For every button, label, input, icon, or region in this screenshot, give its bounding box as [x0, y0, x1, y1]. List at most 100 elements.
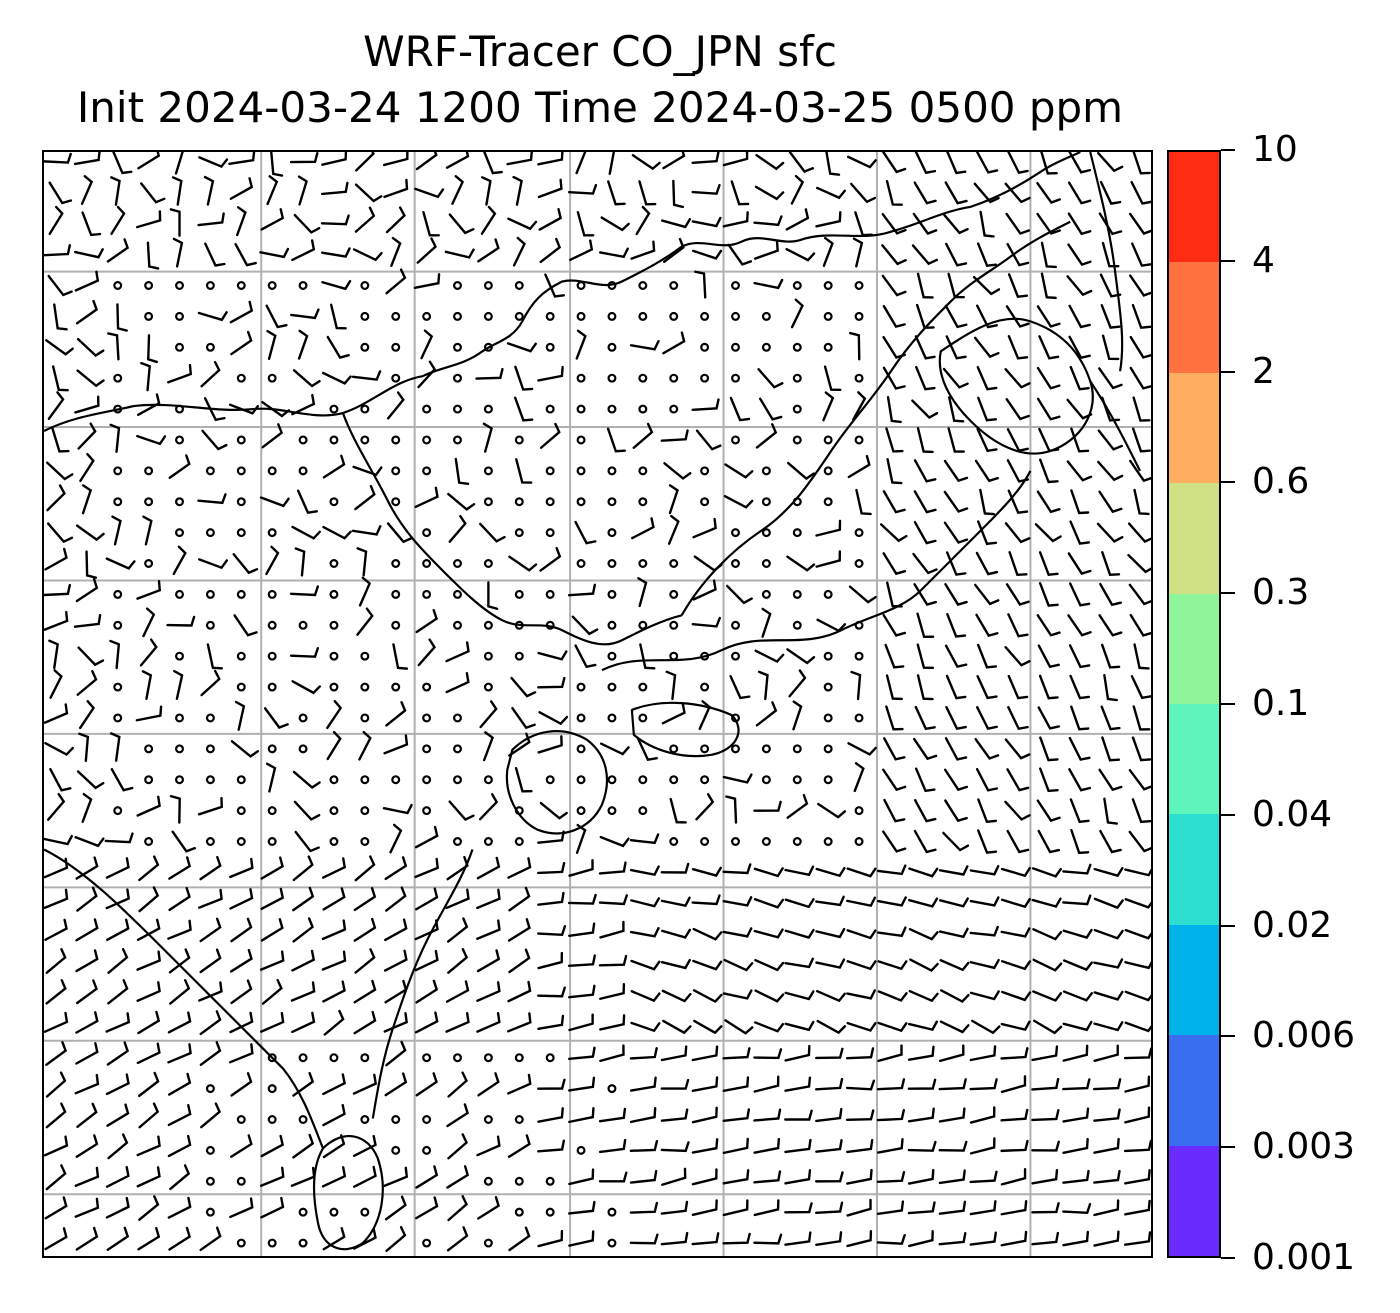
wind-barb — [722, 863, 752, 875]
wind-barb — [1037, 706, 1061, 730]
wind-barb — [571, 615, 599, 636]
calm-wind-marker — [792, 589, 802, 599]
wind-barb — [1062, 894, 1092, 906]
wind-barb — [879, 523, 908, 543]
calm-wind-marker — [638, 311, 648, 321]
wind-barb — [415, 1165, 439, 1189]
wind-barb — [234, 242, 257, 267]
calm-wind-marker — [360, 1207, 370, 1217]
wind-barb — [914, 767, 936, 793]
wind-barb — [757, 368, 784, 389]
wind-barb — [1062, 1107, 1090, 1123]
calm-wind-marker — [113, 466, 123, 476]
wind-barb — [877, 1044, 903, 1063]
wind-barb — [445, 1011, 470, 1033]
calm-wind-marker — [669, 651, 679, 661]
coastline-shikoku — [630, 701, 740, 758]
calm-wind-marker — [761, 528, 771, 538]
calm-wind-marker — [545, 497, 555, 507]
calm-wind-marker — [792, 373, 802, 383]
calm-wind-marker — [700, 837, 710, 846]
wind-barb — [167, 1043, 192, 1064]
wind-barb — [854, 211, 873, 237]
wind-barb — [630, 240, 656, 260]
wind-barb — [882, 830, 907, 853]
wind-barb — [445, 980, 470, 1003]
calm-wind-marker — [483, 311, 493, 321]
wind-barb — [385, 268, 407, 295]
wind-barb — [416, 237, 437, 264]
calm-wind-marker — [854, 620, 864, 630]
wind-barb — [290, 981, 316, 1002]
calm-wind-marker — [514, 1207, 524, 1217]
wind-barb — [109, 639, 121, 670]
wind-barb — [979, 488, 996, 516]
calm-wind-marker — [144, 837, 154, 846]
wind-barb — [969, 865, 1000, 876]
wind-barb — [1101, 736, 1121, 762]
wind-barb — [352, 1134, 377, 1158]
calm-wind-marker — [731, 342, 740, 352]
wind-barb — [853, 762, 865, 793]
wind-barb — [482, 422, 493, 453]
wind-barb — [229, 177, 254, 200]
calm-wind-marker — [731, 837, 740, 846]
wind-barb — [607, 180, 626, 206]
wind-barb — [723, 494, 754, 509]
calm-wind-marker — [483, 497, 493, 507]
calm-wind-marker — [792, 404, 802, 414]
wind-barb — [1000, 1139, 1029, 1153]
calm-wind-marker — [144, 311, 154, 321]
wind-barb — [882, 335, 907, 359]
calm-wind-marker — [329, 589, 339, 599]
wind-barb — [75, 299, 99, 325]
wind-barb — [322, 1134, 346, 1159]
calm-wind-marker — [576, 281, 586, 291]
wind-barb — [508, 1226, 531, 1252]
wind-barb — [197, 493, 227, 505]
wind-barb — [661, 702, 686, 725]
calm-wind-marker — [360, 837, 370, 846]
wind-barb — [105, 557, 136, 570]
calm-wind-marker — [360, 806, 370, 816]
calm-wind-marker — [576, 1145, 586, 1155]
wind-barb — [75, 1042, 99, 1065]
wind-barb — [1038, 582, 1059, 607]
wind-barb — [354, 855, 376, 882]
calm-wind-marker — [607, 775, 617, 785]
wind-barb — [46, 522, 74, 544]
wind-barb — [784, 990, 815, 1001]
wind-barb — [974, 583, 1000, 606]
wind-barb — [168, 886, 191, 912]
colorbar-tick-label: 0.02 — [1252, 904, 1333, 946]
calm-wind-marker — [422, 404, 432, 414]
calm-wind-marker — [205, 342, 215, 352]
wind-barb — [537, 1139, 566, 1153]
wind-barb — [537, 861, 566, 875]
calm-wind-marker — [144, 281, 154, 291]
wind-barb — [907, 1201, 936, 1215]
wind-barb — [575, 152, 587, 175]
calm-wind-marker — [391, 559, 401, 568]
calm-wind-marker — [298, 281, 308, 291]
wind-barb — [415, 1072, 438, 1097]
wind-barb — [1128, 830, 1151, 853]
wind-barb — [105, 1165, 130, 1188]
wind-barb — [261, 978, 283, 1005]
wind-barb — [1093, 1078, 1122, 1091]
calm-wind-marker — [236, 373, 246, 383]
wind-barb — [320, 214, 350, 226]
wind-barb — [913, 459, 937, 483]
wind-barb — [599, 1044, 625, 1063]
wind-barb — [599, 982, 626, 1000]
calm-wind-marker — [422, 744, 432, 754]
wind-barb — [320, 247, 351, 258]
wind-barb — [568, 1200, 596, 1215]
wind-barb — [630, 959, 661, 971]
wind-barb — [568, 1168, 595, 1186]
calm-wind-marker — [175, 435, 184, 445]
calm-wind-marker — [113, 589, 123, 599]
wind-barb — [512, 236, 526, 267]
wind-barb — [138, 886, 160, 913]
wind-barb — [136, 580, 162, 600]
